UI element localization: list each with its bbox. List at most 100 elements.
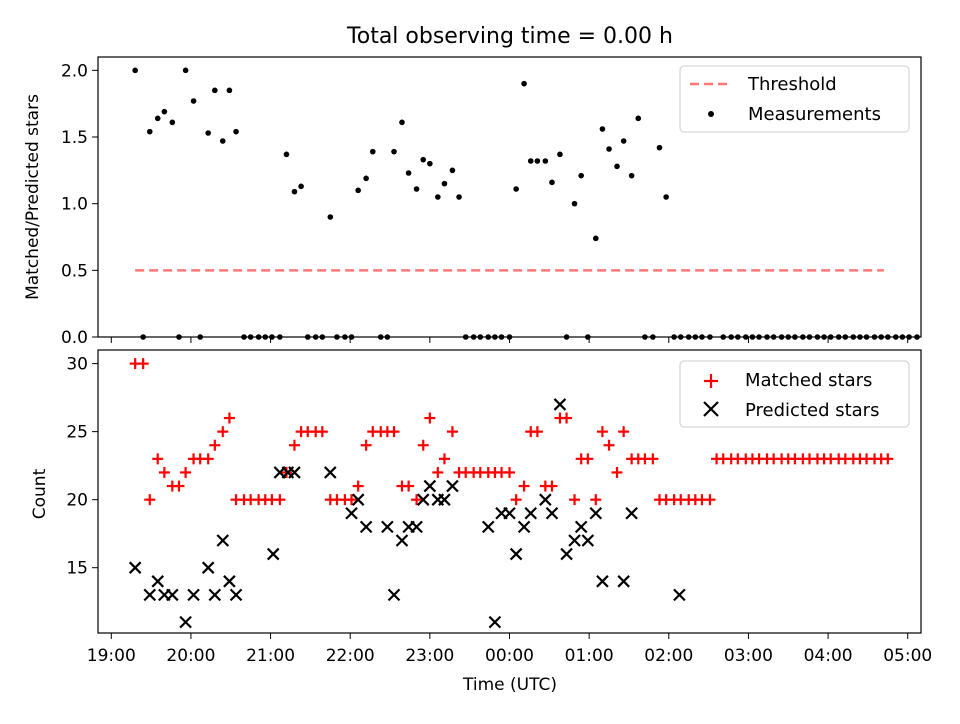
predicted-star-point <box>229 588 243 602</box>
matched-star-point <box>274 494 286 506</box>
measurement-point <box>578 172 584 179</box>
predicted-star-point <box>416 493 430 506</box>
predicted-star-point <box>381 520 394 534</box>
predicted-star-point <box>201 561 215 574</box>
matched-star-point <box>346 494 358 506</box>
top-y-tick-label: 1.5 <box>61 128 88 148</box>
measurement-point <box>599 126 606 132</box>
matched-star-point <box>424 412 436 424</box>
measurement-point <box>542 158 549 164</box>
x-tick-label: 04:00 <box>804 646 853 666</box>
measurement-point <box>663 194 669 200</box>
measurement-point <box>132 67 138 74</box>
x-tick-label: 00:00 <box>485 646 534 666</box>
measurement-point <box>521 80 527 87</box>
measurement-point <box>298 183 304 190</box>
measurement-point <box>456 194 462 200</box>
measurement-point <box>212 87 218 94</box>
measurement-point <box>146 128 153 135</box>
bottom-y-axis-label: Count <box>30 468 50 519</box>
matched-star-point <box>152 453 164 465</box>
measurement-point <box>233 128 239 135</box>
predicted-star-point <box>503 506 516 520</box>
matched-star-point <box>603 439 615 451</box>
matched-star-point <box>144 494 156 506</box>
measurement-point <box>413 186 420 192</box>
matched-star-point <box>518 480 530 492</box>
top-y-tick-label: 0.5 <box>61 261 88 281</box>
matched-star-point <box>647 453 659 465</box>
predicted-star-point <box>617 575 630 588</box>
predicted-star-point <box>574 520 588 534</box>
predicted-star-point <box>539 493 552 506</box>
predicted-star-point <box>324 466 337 479</box>
matched-star-point <box>316 426 328 438</box>
matched-star-point <box>596 426 608 438</box>
matched-star-point <box>510 494 522 506</box>
matched-star-point <box>180 466 192 478</box>
predicted-star-point <box>560 547 573 561</box>
matched-star-point <box>352 480 364 492</box>
bottom-axis-ticks: 15 20 25 30 19:00 20:00 21:00 22:00 23:00 00:00 01… <box>66 355 932 666</box>
measurement-point <box>656 144 663 151</box>
legend-predicted-swatch <box>703 401 719 417</box>
top-axis-ticks: 0.0 0.5 1.0 1.5 2.0 <box>61 61 909 348</box>
measurement-point <box>427 160 433 167</box>
top-panel: 0.00.51.01.52.0 Matched/Predicted stars … <box>23 56 922 348</box>
predicted-star-point <box>673 588 686 602</box>
measurement-point <box>635 115 642 122</box>
predicted-star-point <box>568 534 581 547</box>
measurement-point <box>161 108 168 115</box>
measurement-point <box>420 156 427 163</box>
predicted-star-point <box>143 588 157 602</box>
x-tick-label: 23:00 <box>405 646 454 666</box>
measurement-point <box>513 186 519 192</box>
bottom-legend: Matched stars Predicted stars <box>679 360 910 428</box>
measurement-point <box>154 115 161 122</box>
x-tick-label: 03:00 <box>724 646 773 666</box>
matched-star-point <box>882 453 894 465</box>
x-tick-label: 20:00 <box>166 646 215 666</box>
measurement-point <box>219 138 226 144</box>
predicted-star-point <box>553 398 567 411</box>
measurement-point <box>369 148 376 155</box>
matched-star-point <box>582 453 594 465</box>
matched-star-point <box>388 426 400 438</box>
matched-star-point <box>590 494 602 506</box>
predicted-star-point <box>545 506 559 520</box>
predicted-star-point <box>128 561 142 574</box>
measurement-point <box>182 67 189 74</box>
measurement-point <box>449 167 456 174</box>
measurement-point <box>592 235 599 242</box>
matched-star-point <box>173 480 185 492</box>
measurement-point <box>363 175 369 182</box>
bottom-y-tick-label: 25 <box>66 423 88 443</box>
measurement-point <box>205 130 211 136</box>
top-y-axis-label: Matched/Predicted stars <box>23 94 43 300</box>
predicted-star-point <box>359 520 373 534</box>
measurement-point <box>327 214 334 220</box>
matched-star-point <box>288 439 300 451</box>
matched-star-point <box>546 480 558 492</box>
matched-star-point <box>217 426 229 438</box>
x-tick-label: 22:00 <box>326 646 375 666</box>
matched-star-point <box>611 466 623 478</box>
predicted-star-point <box>524 506 538 520</box>
measurement-point <box>620 138 627 144</box>
legend-measurements-label: Measurements <box>748 104 881 125</box>
matched-star-point <box>446 426 458 438</box>
matched-star-point <box>411 494 423 506</box>
predicted-star-point <box>625 506 638 520</box>
x-axis-label: Time (UTC) <box>462 675 557 695</box>
predicted-star-point <box>446 479 459 493</box>
predicted-star-point <box>351 493 365 506</box>
matched-star-point <box>417 439 429 451</box>
bottom-plot-frame <box>97 349 922 634</box>
measurement-point <box>391 148 397 155</box>
legend-matched-swatch <box>704 374 718 388</box>
matched-star-point <box>438 453 450 465</box>
x-tick-label: 05:00 <box>883 646 932 666</box>
measurement-point <box>226 87 233 94</box>
measurement-point <box>405 170 412 176</box>
